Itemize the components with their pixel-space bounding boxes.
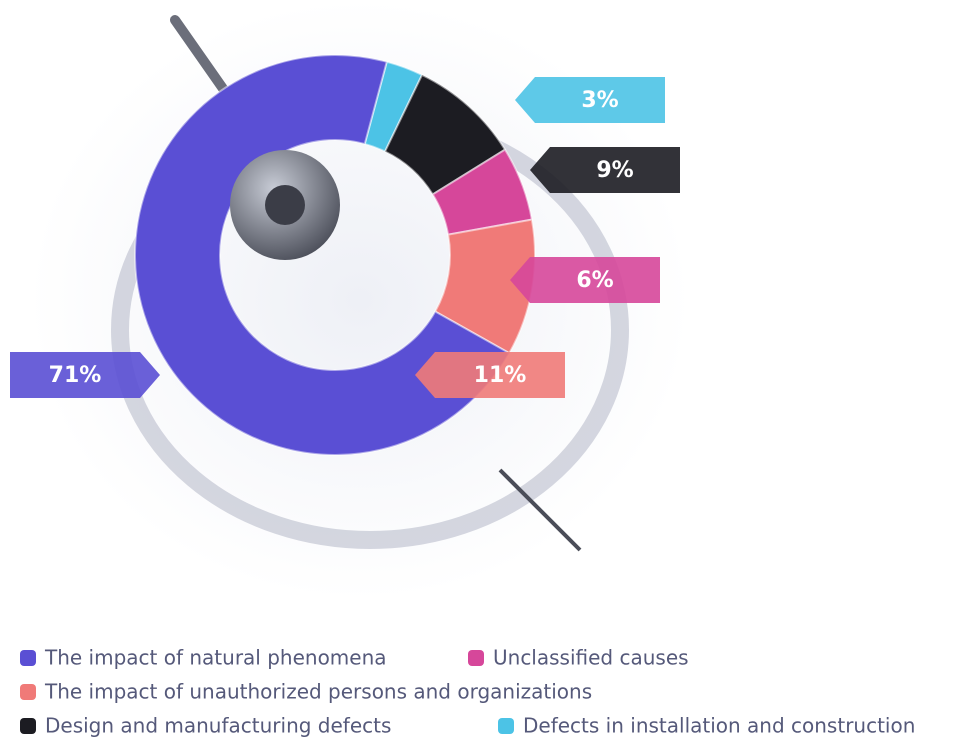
label-tag bbox=[415, 352, 565, 398]
value-label: 11% bbox=[474, 363, 527, 388]
legend-swatch bbox=[468, 650, 484, 666]
label-tag bbox=[530, 147, 680, 193]
legend-label: Design and manufacturing defects bbox=[45, 714, 391, 738]
legend-swatch bbox=[498, 718, 514, 734]
donut bbox=[134, 54, 536, 456]
label-tag bbox=[515, 77, 665, 123]
cable bbox=[498, 468, 582, 552]
legend-swatch bbox=[20, 650, 36, 666]
value-label: 3% bbox=[581, 88, 618, 113]
hub-center bbox=[265, 185, 305, 225]
legend-swatch bbox=[20, 718, 36, 734]
label-tag bbox=[10, 352, 160, 398]
legend-swatch bbox=[20, 684, 36, 700]
legend: Defects in installation and construction… bbox=[20, 646, 915, 738]
value-label: 9% bbox=[596, 158, 633, 183]
donut-segment bbox=[134, 54, 511, 456]
label-tag bbox=[510, 257, 660, 303]
value-label: 71% bbox=[49, 363, 102, 388]
legend-label: The impact of unauthorized persons and o… bbox=[44, 680, 592, 704]
legend-label: The impact of natural phenomena bbox=[44, 646, 387, 670]
legend-label: Defects in installation and construction bbox=[523, 714, 915, 738]
value-labels: 3% 9% 6% 11% 71% bbox=[10, 77, 680, 398]
value-label: 6% bbox=[576, 268, 613, 293]
legend-label: Unclassified causes bbox=[493, 646, 689, 670]
